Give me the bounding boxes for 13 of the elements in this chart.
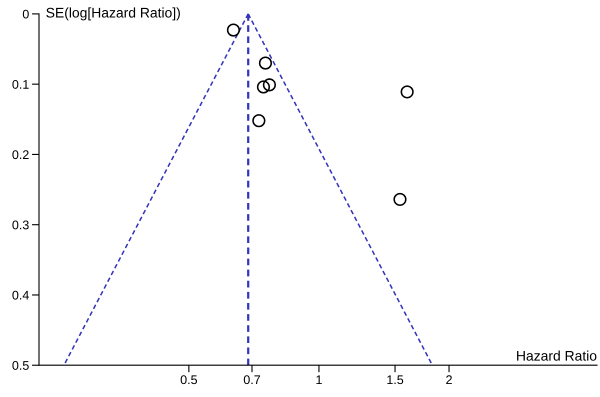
x-tick-label: 1	[316, 375, 322, 384]
y-tick-label: 0.2	[12, 150, 29, 160]
y-tick-label: 0.3	[12, 220, 29, 230]
y-tick-label: 0.1	[12, 80, 29, 89]
y-tick-label: 0.4	[12, 290, 29, 300]
x-tick-label: 0.7	[244, 375, 260, 384]
y-tick-label: 0	[22, 10, 29, 19]
x-tick-label: 1.5	[387, 375, 404, 384]
x-axis-title: Hazard Ratio	[517, 350, 596, 361]
y-axis-title: SE(log[Hazard Ratio])	[46, 7, 180, 20]
y-tick-label: 0.5	[12, 361, 29, 370]
x-tick-label: 0.5	[180, 375, 198, 384]
x-tick-label: 2	[446, 375, 452, 384]
